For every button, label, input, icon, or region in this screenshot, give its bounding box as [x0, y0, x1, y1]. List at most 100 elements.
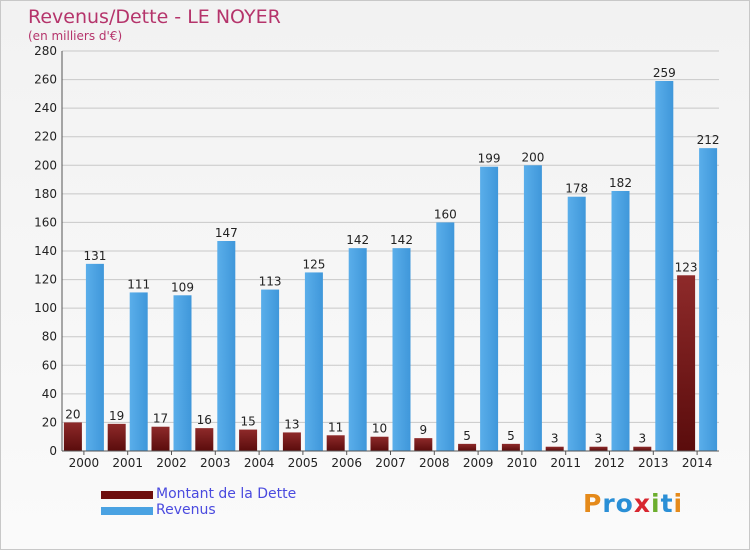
y-tick-label: 120	[34, 273, 57, 287]
proxiti-logo: Proxiti	[583, 489, 683, 518]
y-tick-label: 60	[42, 358, 57, 372]
logo-letter: P	[583, 489, 603, 518]
bar-dette	[370, 436, 389, 451]
bar-revenus	[304, 272, 323, 451]
data-label-revenus: 111	[127, 277, 150, 291]
bar-dette	[677, 275, 696, 451]
x-tick-label: 2011	[550, 456, 581, 470]
bar-revenus	[261, 289, 280, 451]
y-tick-label: 140	[34, 244, 57, 258]
data-label-dette: 10	[372, 422, 387, 436]
logo-letter: i	[673, 489, 684, 518]
data-label-revenus: 160	[434, 207, 457, 221]
logo-letter: r	[602, 489, 616, 518]
x-tick-label: 2006	[331, 456, 362, 470]
data-label-revenus: 147	[215, 226, 238, 240]
data-label-dette: 17	[153, 412, 168, 426]
data-label-revenus: 142	[390, 233, 413, 247]
data-label-dette: 5	[463, 429, 471, 443]
bar-dette	[282, 432, 301, 451]
bar-revenus	[480, 166, 499, 451]
y-tick-label: 40	[42, 387, 57, 401]
chart-subtitle: (en milliers d'€)	[28, 29, 123, 43]
legend-label-dette: Montant de la Dette	[156, 486, 297, 502]
y-tick-label: 160	[34, 215, 57, 229]
x-tick-label: 2012	[594, 456, 625, 470]
data-label-dette: 13	[284, 417, 299, 431]
data-label-dette: 3	[638, 432, 646, 446]
bar-revenus	[348, 248, 367, 451]
data-label-revenus: 259	[653, 66, 676, 80]
data-label-revenus: 142	[346, 233, 369, 247]
bar-dette	[195, 428, 214, 451]
gridlines	[62, 50, 719, 452]
y-tick-label: 100	[34, 301, 57, 315]
y-tick-label: 260	[34, 73, 57, 87]
x-tick-label: 2005	[288, 456, 319, 470]
logo-letter: t	[660, 489, 674, 518]
bar-revenus	[217, 241, 236, 451]
data-label-revenus: 212	[697, 133, 720, 147]
bar-dette	[151, 426, 170, 451]
bar-revenus	[699, 148, 718, 451]
legend-label-revenus: Revenus	[156, 502, 216, 518]
y-tick-label: 20	[42, 415, 57, 429]
data-label-dette: 20	[65, 407, 80, 421]
y-tick-label: 80	[42, 330, 57, 344]
bar-dette	[545, 446, 564, 451]
bar-revenus	[567, 196, 586, 451]
logo-letter: o	[615, 489, 634, 518]
logo-letter: i	[651, 489, 661, 518]
bar-revenus	[611, 191, 630, 451]
legend-swatch-revenus	[101, 507, 153, 515]
logo-letter: x	[633, 489, 651, 518]
data-label-revenus: 131	[83, 249, 106, 263]
data-label-dette: 11	[328, 420, 343, 434]
x-tick-label: 2014	[682, 456, 713, 470]
bar-revenus	[392, 248, 411, 451]
bar-dette	[239, 429, 258, 451]
y-tick-label: 280	[34, 44, 57, 58]
data-label-dette: 3	[595, 432, 603, 446]
x-tick-label: 2009	[463, 456, 494, 470]
x-tick-label: 2007	[375, 456, 406, 470]
data-label-dette: 16	[197, 413, 212, 427]
bar-revenus	[85, 263, 104, 451]
bars: 20 131 19 111 17 109 16 147 15 113 13 125 11 142 10 142…	[63, 66, 720, 452]
bar-dette	[414, 438, 433, 451]
data-label-dette: 3	[551, 432, 559, 446]
bar-dette	[501, 443, 520, 451]
x-tick-label: 2010	[507, 456, 538, 470]
bar-dette	[326, 435, 345, 451]
bar-revenus	[129, 292, 148, 451]
y-tick-label: 180	[34, 187, 57, 201]
data-label-revenus: 182	[609, 176, 632, 190]
x-tick-label: 2002	[156, 456, 187, 470]
data-label-revenus: 125	[302, 257, 325, 271]
chart-title: Revenus/Dette - LE NOYER	[28, 6, 281, 28]
x-tick-label: 2008	[419, 456, 450, 470]
axes: 0204060801001201401601802002202402602802…	[34, 44, 719, 470]
y-tick-label: 0	[49, 444, 57, 458]
data-label-dette: 123	[675, 260, 698, 274]
data-label-revenus: 200	[521, 150, 544, 164]
x-tick-label: 2004	[244, 456, 275, 470]
data-label-dette: 19	[109, 409, 124, 423]
x-tick-label: 2001	[112, 456, 143, 470]
bar-dette	[633, 446, 652, 451]
bar-dette	[107, 423, 126, 451]
bar-revenus	[655, 81, 674, 451]
bar-dette	[63, 422, 82, 451]
y-tick-label: 240	[34, 101, 57, 115]
legend-swatch-dette	[101, 491, 153, 499]
x-tick-label: 2000	[69, 456, 100, 470]
x-tick-label: 2003	[200, 456, 231, 470]
x-tick-label: 2013	[638, 456, 669, 470]
y-tick-label: 220	[34, 130, 57, 144]
bar-revenus	[523, 165, 542, 452]
data-label-revenus: 199	[478, 152, 501, 166]
data-label-dette: 9	[419, 423, 427, 437]
bar-dette	[589, 446, 608, 451]
